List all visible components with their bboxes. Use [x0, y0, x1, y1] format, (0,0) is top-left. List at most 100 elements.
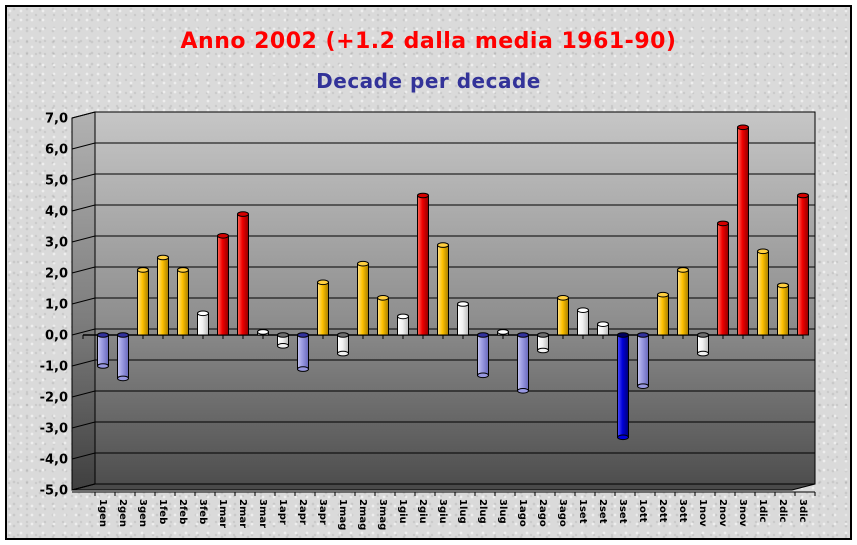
gridline-wall: [71, 390, 96, 398]
bar-1ago: [517, 332, 529, 394]
gridline-wall: [71, 142, 96, 150]
x-label-2nov: 2nov: [717, 499, 728, 527]
x-label-1lug: 1lug: [457, 499, 468, 524]
bar-3nov: [737, 124, 749, 336]
chart-title: Anno 2002 (+1.2 dalla media 1961-90): [180, 29, 677, 54]
x-label-3set: 3set: [617, 499, 628, 524]
x-label-1feb: 1feb: [157, 499, 168, 524]
x-label-2mag: 2mag: [357, 499, 368, 530]
x-label-3lug: 3lug: [497, 499, 508, 524]
bar-3set: [617, 332, 629, 441]
x-label-2giu: 2giu: [417, 499, 428, 524]
y-label--3,0: -3,0: [40, 422, 68, 437]
y-label--2,0: -2,0: [40, 391, 68, 406]
x-label-3dic: 3dic: [797, 499, 808, 523]
x-label-1ott: 1ott: [637, 499, 648, 523]
x-label-2apr: 2apr: [297, 499, 308, 525]
y-label--4,0: -4,0: [40, 453, 68, 468]
x-label-1gen: 1gen: [97, 499, 108, 527]
bar-2giu: [417, 192, 429, 336]
y-label-6,0: 6,0: [45, 143, 68, 158]
bar-3dic: [797, 192, 809, 336]
chart-canvas: 7,0 6,0 5,0 4,0 3,0 2,0 1,0 0,0 -1,0 -2,0 -3,0 -4,0…: [7, 7, 850, 538]
x-label-3feb: 3feb: [197, 499, 208, 524]
x-label-3apr: 3apr: [317, 499, 328, 525]
bar-2dic: [777, 282, 789, 336]
x-axis-labels: 1gen 2gen 3gen 1feb 2feb 3feb 1mar 2mar 3mar 1apr…: [97, 499, 808, 530]
bar-2mag: [357, 260, 369, 336]
y-label-2,0: 2,0: [45, 267, 68, 282]
bar-2gen: [117, 332, 129, 382]
gridline-wall: [71, 111, 96, 119]
y-label-4,0: 4,0: [45, 205, 68, 220]
gridline-wall: [71, 483, 96, 491]
gridline-wall: [71, 359, 96, 367]
x-label-2dic: 2dic: [777, 499, 788, 523]
chart-subtitle: Decade per decade: [316, 69, 541, 93]
bar-1mar: [217, 233, 229, 336]
x-label-1set: 1set: [577, 499, 588, 524]
bar-2ott: [657, 291, 669, 336]
y-label--5,0: -5,0: [40, 484, 68, 499]
gridline-wall: [71, 173, 96, 181]
bar-1mag: [337, 332, 349, 357]
y-label-1,0: 1,0: [45, 298, 68, 313]
x-label-3giu: 3giu: [437, 499, 448, 524]
bar-2ago: [537, 332, 549, 354]
bars: [97, 124, 809, 441]
bar-2nov: [717, 220, 729, 336]
bar-2apr: [297, 332, 309, 372]
x-label-1ago: 1ago: [517, 499, 528, 527]
bar-3lug: [497, 329, 509, 336]
x-label-2ott: 2ott: [657, 499, 668, 523]
gridline-wall: [71, 452, 96, 460]
x-label-1dic: 1dic: [757, 499, 768, 523]
gridline-wall: [71, 204, 96, 212]
x-label-2lug: 2lug: [477, 499, 488, 524]
bar-1gen: [97, 332, 109, 369]
y-label-7,0: 7,0: [45, 112, 68, 127]
y-label-3,0: 3,0: [45, 236, 68, 251]
chart-svg: 7,0 6,0 5,0 4,0 3,0 2,0 1,0 0,0 -1,0 -2,0 -3,0 -4,0…: [40, 111, 816, 530]
y-label--1,0: -1,0: [40, 360, 68, 375]
plot-floor: [71, 483, 816, 491]
y-label-5,0: 5,0: [45, 174, 68, 189]
bar-1ott: [637, 332, 649, 389]
bar-3mag: [377, 295, 389, 336]
x-label-3ago: 3ago: [557, 499, 568, 527]
x-label-2ago: 2ago: [537, 499, 548, 527]
x-label-3mag: 3mag: [377, 499, 388, 530]
bar-1dic: [757, 248, 769, 336]
x-label-3gen: 3gen: [137, 499, 148, 527]
x-label-3ott: 3ott: [677, 499, 688, 523]
bar-3ott: [677, 267, 689, 336]
y-axis-labels: 7,0 6,0 5,0 4,0 3,0 2,0 1,0 0,0 -1,0 -2,0 -3,0 -4,0…: [40, 112, 68, 499]
y-label-0,0: 0,0: [45, 329, 68, 344]
bar-2set: [597, 321, 609, 336]
bar-1nov: [697, 332, 709, 357]
x-label-2set: 2set: [597, 499, 608, 524]
bar-3apr: [317, 279, 329, 336]
x-label-1nov: 1nov: [697, 499, 708, 527]
x-label-1mag: 1mag: [337, 499, 348, 530]
bar-2lug: [477, 332, 489, 379]
bar-1apr: [277, 332, 289, 349]
x-label-2gen: 2gen: [117, 499, 128, 527]
x-label-1apr: 1apr: [277, 499, 288, 525]
x-label-1mar: 1mar: [217, 499, 228, 528]
bar-2feb: [177, 267, 189, 336]
gridline-wall: [71, 297, 96, 305]
bar-1giu: [397, 313, 409, 336]
x-label-2feb: 2feb: [177, 499, 188, 524]
x-label-3mar: 3mar: [257, 499, 268, 528]
gridlines: [71, 111, 815, 491]
bar-3gen: [137, 267, 149, 336]
x-axis: [72, 491, 816, 496]
gridline-wall: [71, 266, 96, 274]
bar-3feb: [197, 310, 209, 336]
bar-3ago: [557, 295, 569, 336]
x-label-1giu: 1giu: [397, 499, 408, 524]
gridline-wall: [71, 235, 96, 243]
x-label-3nov: 3nov: [737, 499, 748, 527]
bar-3mar: [257, 329, 269, 336]
